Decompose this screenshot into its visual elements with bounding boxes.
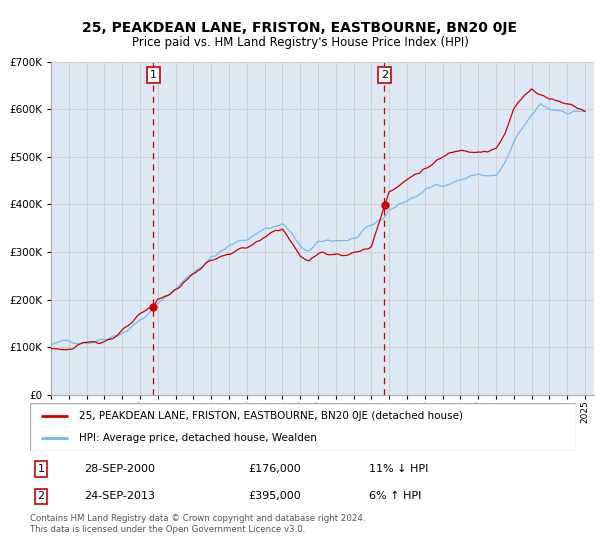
Text: £176,000: £176,000 [248, 464, 301, 474]
Text: 28-SEP-2000: 28-SEP-2000 [85, 464, 155, 474]
Text: HPI: Average price, detached house, Wealden: HPI: Average price, detached house, Weal… [79, 433, 317, 443]
Text: 25, PEAKDEAN LANE, FRISTON, EASTBOURNE, BN20 0JE (detached house): 25, PEAKDEAN LANE, FRISTON, EASTBOURNE, … [79, 411, 463, 421]
Text: Contains HM Land Registry data © Crown copyright and database right 2024.: Contains HM Land Registry data © Crown c… [30, 514, 365, 523]
Text: 1: 1 [150, 70, 157, 80]
Text: 1: 1 [37, 464, 44, 474]
Text: £395,000: £395,000 [248, 492, 301, 501]
Text: This data is licensed under the Open Government Licence v3.0.: This data is licensed under the Open Gov… [30, 525, 305, 534]
Text: 11% ↓ HPI: 11% ↓ HPI [368, 464, 428, 474]
Text: 24-SEP-2013: 24-SEP-2013 [85, 492, 155, 501]
Text: Price paid vs. HM Land Registry's House Price Index (HPI): Price paid vs. HM Land Registry's House … [131, 36, 469, 49]
Text: 25, PEAKDEAN LANE, FRISTON, EASTBOURNE, BN20 0JE: 25, PEAKDEAN LANE, FRISTON, EASTBOURNE, … [83, 21, 517, 35]
Text: 2: 2 [37, 492, 44, 501]
Text: 6% ↑ HPI: 6% ↑ HPI [368, 492, 421, 501]
Text: 2: 2 [381, 70, 388, 80]
